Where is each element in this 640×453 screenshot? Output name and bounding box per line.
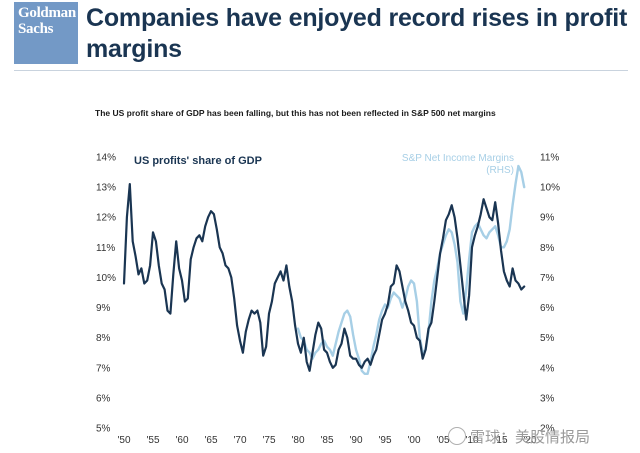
x-axis-tick-label: '90 [349,435,362,446]
right-axis-tick-label: 2% [540,424,555,435]
right-axis-tick-label: 7% [540,273,555,284]
x-axis-tick-label: '95 [378,435,391,446]
left-axis-tick-label: 7% [96,363,111,374]
left-axis-tick-label: 6% [96,393,111,404]
left-axis-tick-label: 9% [96,303,111,314]
snowball-logo-icon [448,427,466,445]
chart-subtitle: The US profit share of GDP has been fall… [95,108,496,118]
right-axis-tick-label: 9% [540,213,555,224]
logo-line-1: Goldman [18,5,76,21]
goldman-sachs-logo: Goldman Sachs [14,2,78,64]
x-axis-tick-label: '15 [494,435,507,446]
page-title: Companies have enjoyed record rises in p… [86,4,628,63]
legend-profits-share: US profits' share of GDP [134,155,262,167]
logo-line-2: Sachs [18,21,54,37]
x-axis-tick-label: '70 [233,435,246,446]
right-axis-tick-label: 6% [540,303,555,314]
legend-sp-margins-rhs: (RHS) [486,165,514,176]
x-axis-tick-label: '60 [175,435,188,446]
left-axis-tick-label: 14% [96,153,116,164]
x-axis-tick-label: '75 [262,435,275,446]
right-axis-tick-label: 11% [540,153,559,164]
right-axis-tick-label: 10% [540,183,560,194]
legend-sp-margins: S&P Net Income Margins [402,153,514,164]
profits-share-line [122,183,526,372]
left-axis-tick-label: 12% [96,213,116,224]
x-axis-tick-label: '05 [436,435,449,446]
left-axis-tick-label: 13% [96,183,116,194]
x-axis-tick-label: '80 [291,435,304,446]
x-axis-tick-label: '85 [320,435,333,446]
left-axis-tick-label: 8% [96,333,111,344]
x-axis-tick-label: '55 [146,435,159,446]
left-axis-tick-label: 11% [96,243,115,254]
right-axis-tick-label: 4% [540,363,555,374]
watermark-text: 雪球：美股情报局 [470,429,591,446]
x-axis-tick-label: '65 [204,435,217,446]
watermark: 雪球：美股情报局 [448,426,590,447]
x-axis-tick-label: '00 [407,435,420,446]
x-axis-tick-label: '10 [465,435,478,446]
left-axis-tick-label: 10% [96,273,116,284]
left-axis-tick-label: 5% [96,424,111,435]
right-axis-tick-label: 3% [540,393,555,404]
x-axis-tick-label: '50 [117,435,130,446]
title-divider [14,70,628,71]
right-axis-tick-label: 8% [540,243,555,254]
x-axis-tick-label: '20 [523,435,536,446]
sp-margins-line [296,164,526,375]
right-axis-tick-label: 5% [540,333,555,344]
